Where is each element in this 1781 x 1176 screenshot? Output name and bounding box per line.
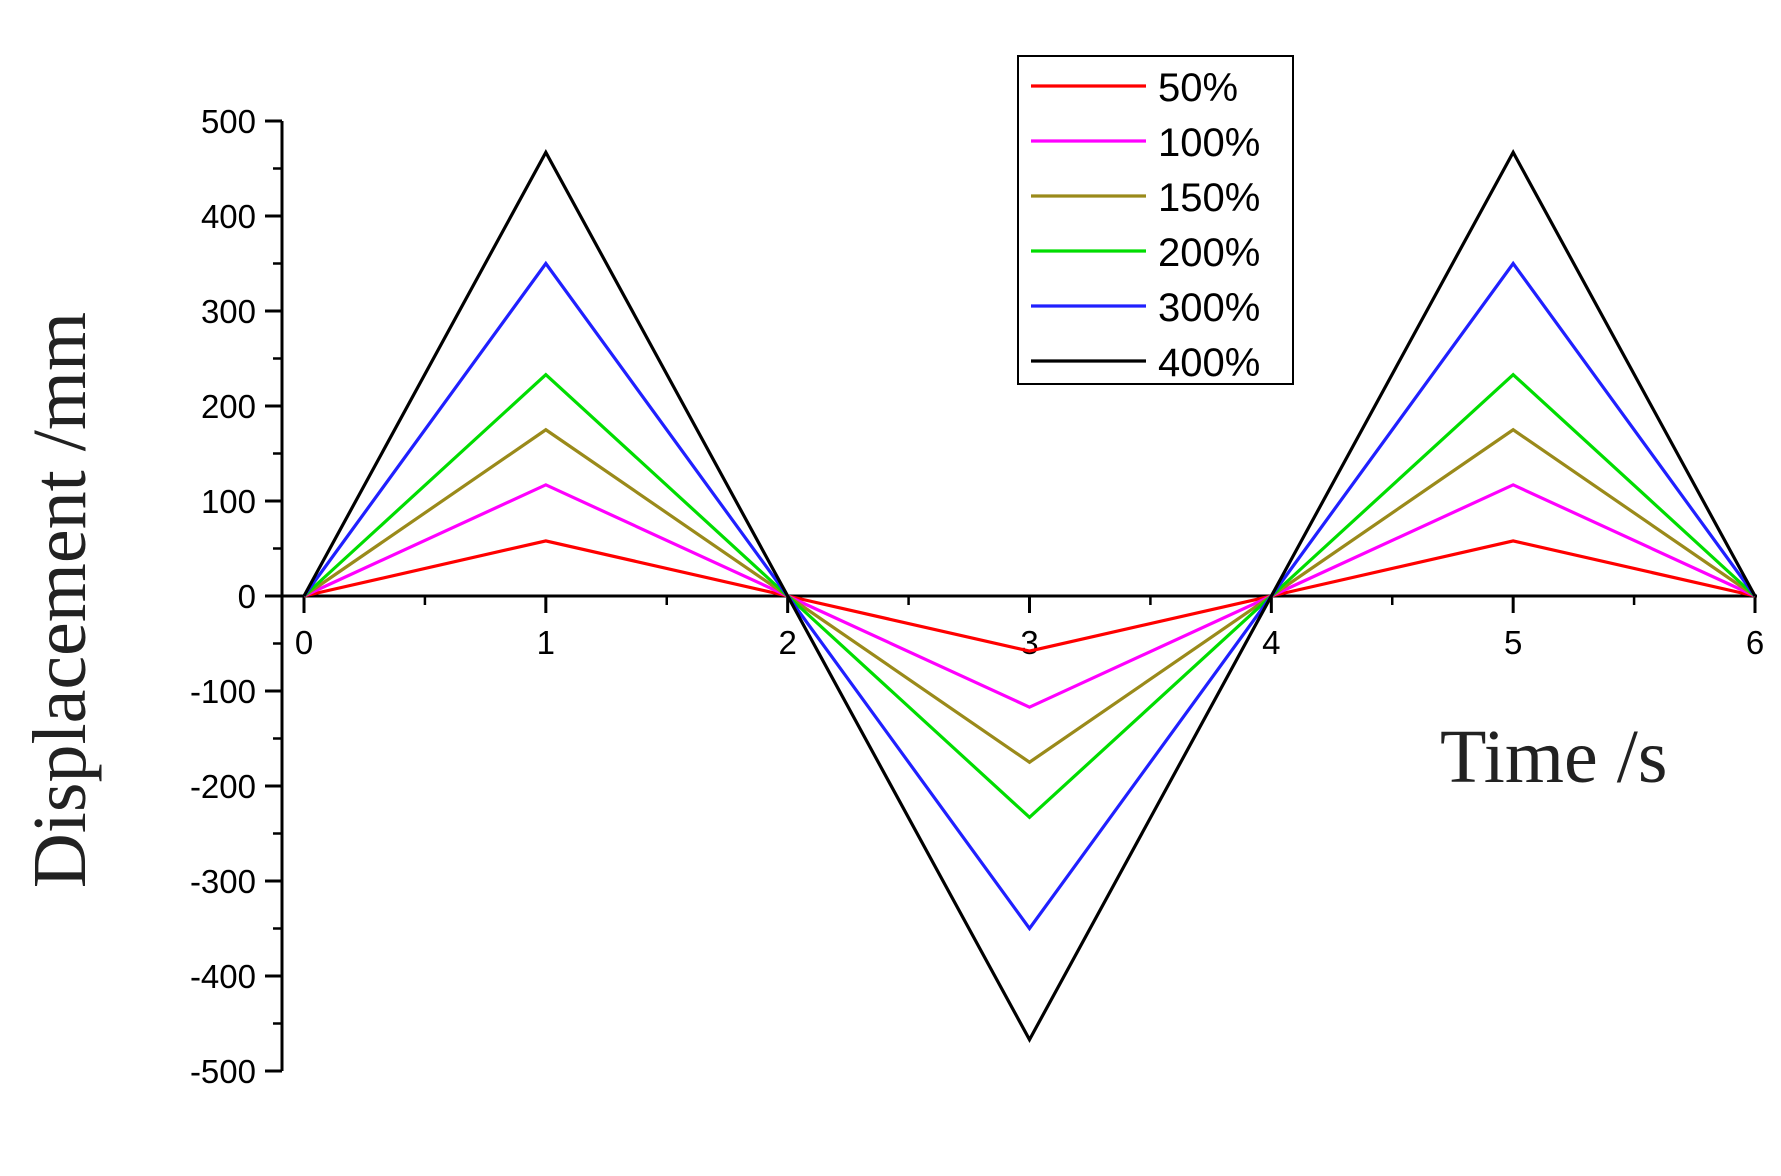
legend-label: 200%: [1158, 231, 1260, 275]
series-line-200pct: [302, 372, 1757, 820]
legend-label: 300%: [1158, 286, 1260, 330]
legend-box: [1017, 55, 1294, 385]
y-axis-title: Displacement /mm: [18, 312, 102, 888]
x-tick-label: 1: [537, 624, 555, 661]
series-line-50pct: [303, 539, 1756, 653]
x-tick-label: 6: [1746, 624, 1764, 661]
y-tick-label: 400: [201, 198, 256, 235]
y-tick-label: -200: [190, 768, 256, 805]
axes: -500 -400 -300 -200 -100 0 100 200 300 400 500 0 1 2 3…: [190, 103, 1764, 1090]
y-tick-label: -400: [190, 958, 256, 995]
y-tick-label: 200: [201, 388, 256, 425]
x-tick-label: 4: [1262, 624, 1280, 661]
y-tick-label: 500: [201, 103, 256, 140]
series-line-100pct: [303, 483, 1756, 709]
series-line-300pct: [302, 260, 1757, 932]
plot-series: [302, 149, 1757, 1043]
legend-label: 400%: [1158, 341, 1260, 385]
x-tick-label: 0: [295, 624, 313, 661]
y-tick-label: 100: [201, 483, 256, 520]
legend: 50% 100% 150% 200% 300% 400%: [1017, 55, 1294, 385]
y-tick-label: 300: [201, 293, 256, 330]
legend-label: 100%: [1158, 121, 1260, 165]
series-line-400pct: [302, 149, 1757, 1043]
y-tick-label: -100: [190, 673, 256, 710]
legend-label: 150%: [1158, 176, 1260, 220]
legend-label: 50%: [1158, 66, 1238, 110]
x-axis-title: Time /s: [1440, 715, 1667, 799]
x-tick-label: 2: [778, 624, 796, 661]
y-tick-label: 0: [238, 578, 256, 615]
y-tick-label: -300: [190, 863, 256, 900]
x-tick-label: 3: [1020, 624, 1038, 661]
series-line-150pct: [303, 427, 1756, 765]
x-tick-label: 5: [1504, 624, 1522, 661]
y-tick-label: -500: [190, 1053, 256, 1090]
